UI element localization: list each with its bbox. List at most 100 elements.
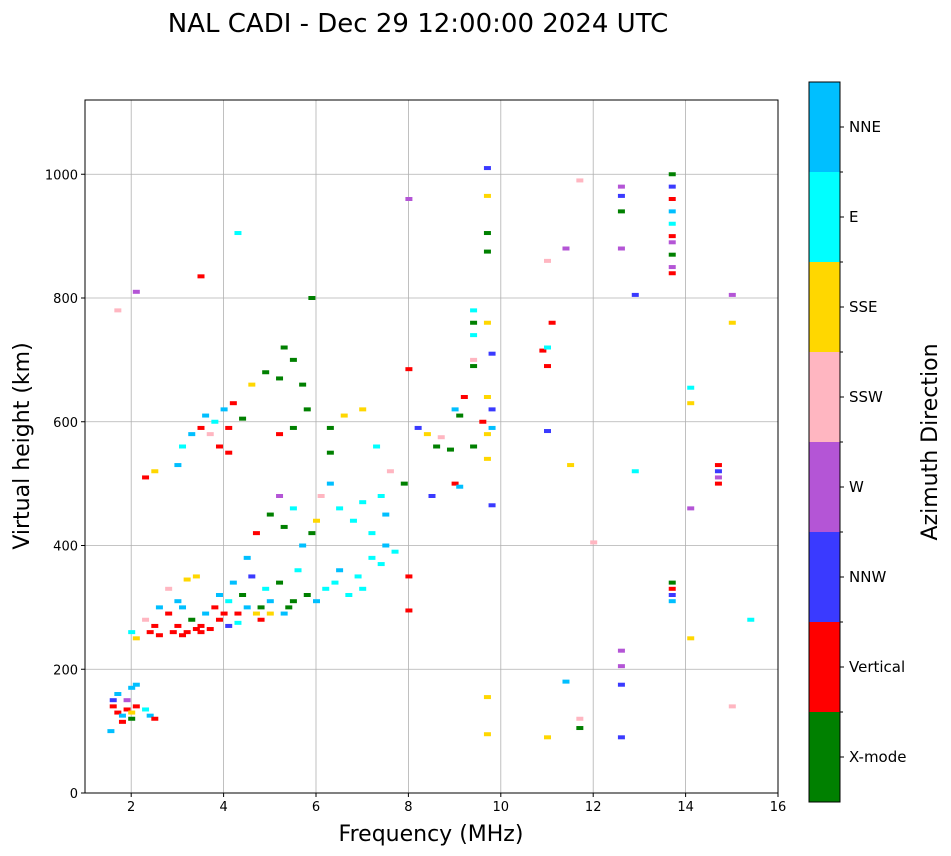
data-point-nnw — [488, 351, 496, 356]
data-point-w — [617, 664, 625, 669]
x-tick-label: 14 — [677, 800, 694, 815]
data-point-sse — [313, 518, 320, 523]
data-point-x-mode — [280, 524, 288, 529]
data-point-x-mode — [128, 716, 136, 721]
data-point-vertical — [179, 633, 187, 638]
data-point-x-mode — [483, 231, 491, 236]
data-point-sse — [483, 395, 491, 399]
data-point-w — [668, 265, 676, 270]
data-point-vertical — [132, 704, 140, 709]
data-point-e — [225, 599, 233, 604]
data-point-sse — [567, 463, 575, 468]
data-point-x-mode — [188, 617, 196, 622]
data-point-ssw — [728, 704, 736, 709]
data-point-nne — [202, 413, 210, 418]
x-tick-label: 4 — [219, 800, 227, 815]
colorbar-tick-label: SSE — [849, 298, 878, 316]
data-point-ssw — [470, 357, 478, 362]
data-point-nnw — [109, 698, 117, 703]
data-point-ssw — [386, 469, 394, 474]
data-point-vertical — [151, 623, 159, 628]
data-point-sse — [483, 320, 491, 325]
data-point-vertical — [714, 481, 722, 486]
data-point-nnw — [488, 503, 496, 508]
data-point-vertical — [460, 395, 468, 399]
data-point-x-mode — [470, 444, 478, 449]
data-point-e — [377, 562, 385, 567]
data-point-sse — [483, 732, 491, 737]
colorbar-label: Azimuth Direction — [918, 343, 943, 540]
grid-lines — [85, 100, 779, 794]
data-point-nne — [220, 407, 228, 412]
data-point-vertical — [197, 623, 205, 628]
data-point-w — [132, 289, 140, 294]
data-point-nne — [215, 593, 223, 597]
data-point-x-mode — [266, 512, 274, 517]
data-point-nne — [118, 713, 126, 718]
colorbar-segment — [809, 82, 840, 172]
data-point-e — [128, 630, 136, 635]
data-point-sse — [687, 401, 695, 406]
data-point-x-mode — [289, 425, 297, 430]
data-points — [107, 166, 755, 740]
colorbar-tick-label: W — [849, 478, 864, 496]
data-point-x-mode — [470, 320, 478, 325]
data-point-e — [368, 531, 376, 536]
data-point-sse — [728, 320, 736, 325]
data-point-nnw — [428, 494, 436, 498]
data-point-vertical — [123, 707, 131, 712]
data-point-sse — [248, 382, 256, 387]
data-point-x-mode — [262, 370, 270, 375]
data-point-vertical — [197, 630, 205, 635]
data-point-x-mode — [299, 382, 307, 387]
data-point-vertical — [451, 481, 459, 486]
data-point-sse — [544, 735, 551, 740]
data-point-nne — [107, 729, 115, 734]
data-point-vertical — [192, 627, 200, 632]
data-point-x-mode — [303, 407, 311, 412]
data-point-e — [391, 549, 399, 554]
colorbar-tick-label: NNW — [849, 568, 886, 586]
colorbar-segment — [809, 442, 840, 532]
data-point-vertical — [197, 274, 205, 279]
data-point-sse — [423, 432, 431, 437]
data-point-nnw — [483, 166, 491, 171]
colorbar-segment — [809, 262, 840, 352]
data-point-vertical — [234, 611, 242, 616]
colorbar-frame — [808, 81, 841, 803]
data-point-vertical — [142, 475, 150, 480]
data-point-e — [747, 617, 755, 622]
data-point-vertical — [257, 617, 265, 622]
data-point-e — [322, 586, 330, 591]
colorbar-tick-label: Vertical — [849, 658, 905, 676]
data-point-ssw — [437, 435, 445, 440]
data-point-nne — [243, 605, 251, 610]
data-point-sse — [340, 413, 348, 418]
chart-title: NAL CADI - Dec 29 12:00:00 2024 UTC — [168, 9, 668, 39]
data-point-nne — [114, 692, 122, 696]
y-tick-label: 400 — [53, 540, 78, 555]
data-point-w — [617, 246, 625, 251]
data-point-e — [470, 308, 478, 313]
data-point-e — [373, 444, 381, 449]
data-point-w — [405, 197, 413, 201]
data-point-nnw — [617, 682, 625, 687]
data-point-e — [234, 231, 242, 236]
data-point-vertical — [220, 611, 228, 616]
data-point-x-mode — [668, 252, 676, 257]
data-point-vertical — [714, 463, 722, 468]
data-point-nne — [382, 543, 390, 548]
data-point-e — [294, 568, 302, 573]
data-point-vertical — [668, 586, 676, 591]
colorbar-tick-label: SSW — [849, 388, 883, 406]
data-point-x-mode — [276, 376, 284, 381]
data-point-vertical — [539, 348, 547, 353]
y-axis-ticks: 0 200 400 600 800 1000 — [45, 168, 85, 802]
data-point-nnw — [544, 429, 551, 434]
data-point-x-mode — [470, 364, 478, 369]
data-point-vertical — [151, 716, 159, 721]
data-point-nne — [451, 407, 459, 412]
y-tick-label: 800 — [53, 292, 78, 307]
data-point-sse — [687, 636, 695, 641]
data-point-nne — [280, 611, 288, 616]
